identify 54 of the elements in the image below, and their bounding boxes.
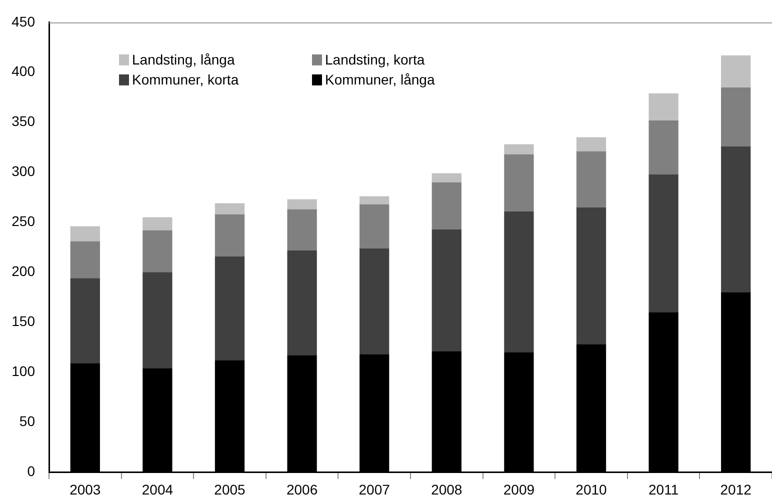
bar: [214, 214, 245, 256]
bar: [504, 154, 534, 212]
x-tick-label: 2012: [720, 481, 752, 498]
bar: [142, 217, 172, 230]
x-tick-label: 2011: [648, 481, 679, 498]
x-tick-label: 2010: [576, 481, 608, 498]
y-tick-label: 100: [12, 362, 36, 379]
bar: [142, 272, 172, 368]
bar: [648, 174, 678, 312]
y-tick-label: 350: [12, 113, 36, 130]
bar: [214, 203, 245, 214]
bar: [287, 209, 317, 250]
y-tick-label: 200: [12, 263, 36, 280]
legend-label: Kommuner, korta: [132, 71, 239, 88]
x-tick-label: 2003: [70, 481, 101, 498]
y-tick-label: 250: [12, 213, 36, 230]
bar: [432, 173, 462, 182]
y-tick-label: 0: [27, 462, 36, 479]
y-tick-label: 150: [12, 312, 36, 329]
legend-label: Landsting, korta: [325, 51, 425, 68]
bar: [721, 87, 751, 146]
y-tick-label: 450: [12, 13, 36, 30]
x-tick-label: 2009: [503, 481, 535, 498]
bar: [214, 256, 245, 360]
bar: [70, 278, 100, 364]
bar: [142, 230, 172, 272]
y-tick-label: 400: [12, 63, 36, 80]
y-tick-label: 50: [19, 412, 36, 429]
legend-label: Kommuner, långa: [325, 71, 435, 88]
x-tick-label: 2007: [358, 481, 390, 498]
y-tick-label: 300: [12, 163, 36, 180]
bar: [648, 120, 678, 174]
legend-label: Landsting, långa: [132, 51, 235, 68]
x-tick-label: 2006: [286, 481, 318, 498]
bar: [576, 151, 606, 208]
bar: [576, 207, 606, 344]
bar: [360, 248, 390, 354]
bar: [360, 204, 390, 248]
bar: [504, 144, 534, 154]
bar: [70, 241, 100, 278]
x-tick-label: 2004: [142, 481, 174, 498]
bar: [721, 146, 751, 292]
bar: [504, 211, 534, 352]
bar: [432, 182, 462, 230]
bar: [287, 250, 317, 356]
bar: [576, 137, 606, 152]
bar: [360, 196, 390, 204]
bar: [648, 93, 678, 120]
bar: [70, 226, 100, 242]
bar: [432, 229, 462, 352]
x-tick-label: 2005: [214, 481, 246, 498]
bar: [721, 55, 751, 88]
x-tick-label: 2008: [431, 481, 462, 498]
bar: [287, 199, 317, 210]
